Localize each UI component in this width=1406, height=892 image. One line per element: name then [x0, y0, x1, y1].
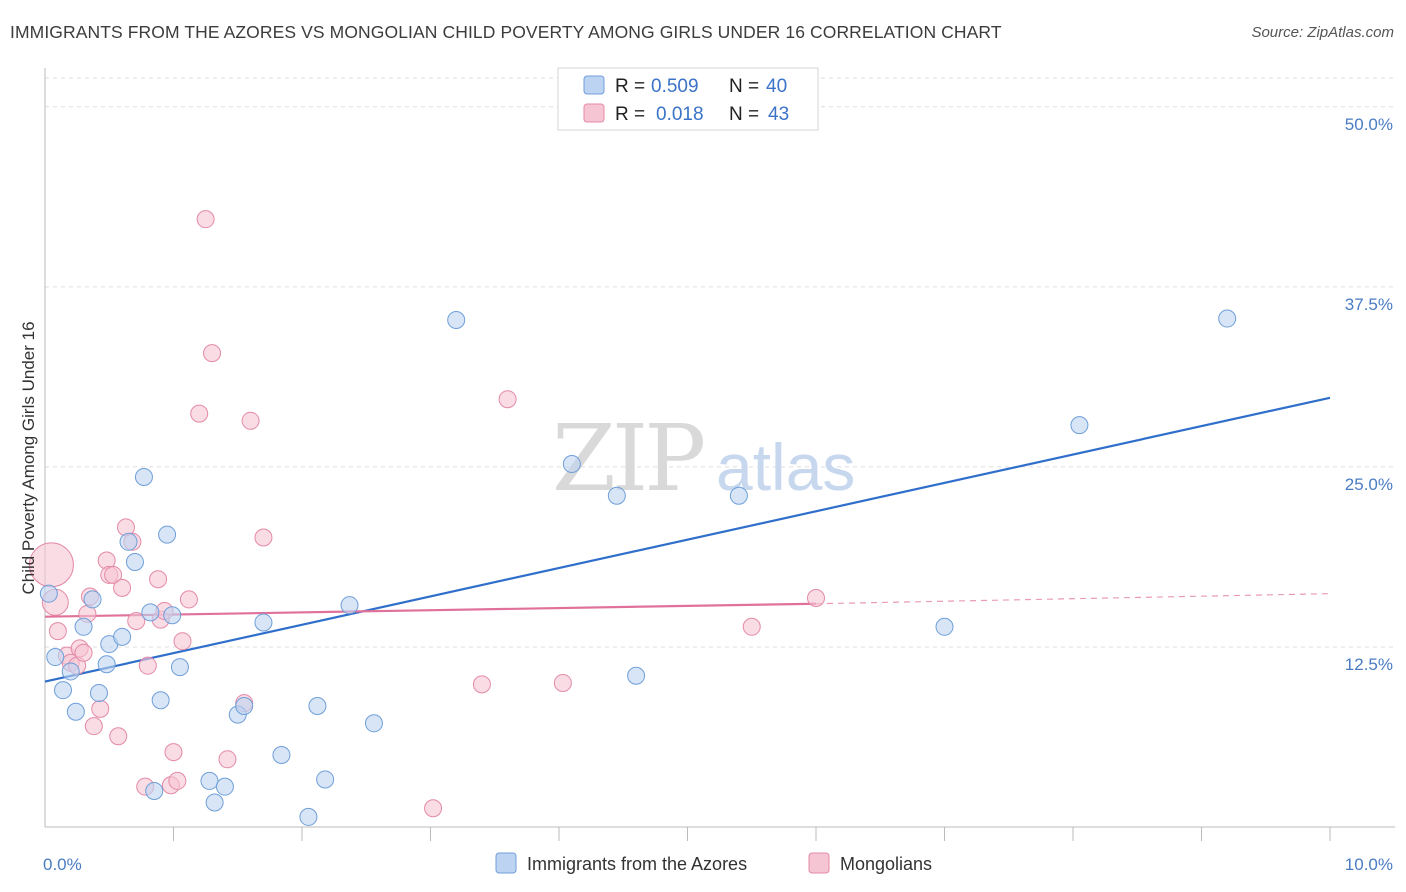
grid-lines: [45, 77, 1395, 648]
point-azores-37: [935, 617, 954, 636]
point-azores-16: [151, 691, 170, 710]
point-azores-14: [141, 603, 160, 622]
point-azores-2: [53, 681, 72, 700]
point-mongolians-14: [104, 565, 123, 584]
axes: [44, 68, 1395, 841]
point-mongolians-2: [48, 622, 67, 641]
point-azores-36: [729, 486, 748, 505]
point-mongolians-39: [498, 390, 517, 409]
point-mongolians-29: [179, 590, 198, 609]
legend-swatch-blue: [583, 75, 605, 95]
point-mongolians-33: [218, 750, 237, 769]
point-azores-3: [61, 662, 80, 681]
point-azores-13: [134, 467, 153, 486]
x-tick-label-1: 10.0%: [1345, 855, 1393, 874]
point-mongolians-41: [742, 617, 761, 636]
point-mongolians-21: [138, 656, 157, 675]
legend-swatch-pink: [583, 103, 605, 123]
point-azores-21: [205, 793, 224, 812]
point-azores-5: [74, 617, 93, 636]
point-mongolians-19: [127, 612, 146, 631]
point-azores-4: [66, 702, 85, 721]
point-azores-6: [83, 590, 102, 609]
chart-title: IMMIGRANTS FROM THE AZORES VS MONGOLIAN …: [10, 22, 1002, 42]
point-mongolians-22: [149, 570, 168, 589]
legend-r-label-2: R =: [615, 104, 645, 125]
watermark: ZIP atlas: [552, 405, 855, 512]
point-mongolians-11: [91, 699, 110, 718]
point-azores-22: [215, 777, 234, 796]
point-azores-24: [235, 697, 254, 716]
bottom-legend-swatch-pink: [808, 852, 830, 874]
x-tick-label-0: 0.0%: [43, 855, 82, 874]
point-mongolians-35: [241, 411, 260, 430]
point-azores-1: [46, 648, 65, 667]
y-axis-label: Child Poverty Among Girls Under 16: [19, 321, 38, 594]
point-azores-29: [316, 770, 335, 789]
point-mongolians-10: [84, 717, 103, 736]
source-label: Source: ZipAtlas.com: [1251, 24, 1394, 41]
point-azores-20: [200, 771, 219, 790]
y-tick-label-2: 37.5%: [1345, 295, 1393, 314]
point-mongolians-26: [164, 743, 183, 762]
point-azores-33: [562, 455, 581, 474]
bottom-legend-swatch-blue: [495, 852, 517, 874]
point-mongolians-7: [74, 643, 93, 662]
legend-n-value-1: 40: [766, 76, 787, 97]
point-azores-32: [447, 310, 466, 329]
point-azores-26: [272, 745, 291, 764]
point-azores-19: [170, 658, 189, 677]
legend-r-label-1: R =: [615, 76, 645, 97]
point-azores-34: [607, 486, 626, 505]
legend-n-label-1: N =: [729, 76, 759, 97]
point-azores-11: [119, 532, 138, 551]
trend-line-mongolians-extrapolated: [815, 593, 1331, 605]
point-azores-27: [299, 807, 318, 826]
point-azores-38: [1070, 416, 1089, 435]
series-legend: Immigrants from the Azores Mongolians: [495, 852, 932, 874]
point-azores-12: [125, 552, 144, 571]
point-azores-18: [163, 606, 182, 625]
point-mongolians-30: [190, 404, 209, 423]
bottom-legend-mongolians: Mongolians: [840, 854, 932, 874]
y-tick-label-3: 50.0%: [1345, 115, 1393, 134]
point-azores-25: [254, 613, 273, 632]
point-mongolians-16: [113, 578, 132, 597]
tick-labels: 12.5% 25.0% 37.5% 50.0% 0.0% 10.0%: [43, 115, 1393, 874]
point-mongolians-31: [196, 210, 215, 229]
y-tick-label-1: 25.0%: [1345, 475, 1393, 494]
point-azores-35: [627, 666, 646, 685]
point-mongolians-42: [807, 588, 825, 607]
point-mongolians-32: [203, 344, 222, 363]
point-mongolians-36: [254, 528, 273, 547]
bottom-legend-azores: Immigrants from the Azores: [527, 854, 747, 874]
y-tick-label-0: 12.5%: [1345, 655, 1393, 674]
point-azores-10: [113, 627, 132, 646]
point-mongolians-27: [168, 771, 187, 790]
point-mongolians-40: [553, 673, 572, 692]
correlation-legend: R = 0.509 N = 40 R = 0.018 N = 43: [557, 67, 819, 131]
legend-r-value-2: 0.018: [656, 104, 704, 125]
point-mongolians-15: [109, 727, 128, 746]
point-mongolians-38: [472, 675, 491, 694]
legend-n-label-2: N =: [729, 104, 759, 125]
point-mongolians-28: [173, 632, 192, 651]
point-azores-7: [89, 684, 108, 703]
point-azores-15: [145, 781, 164, 800]
point-azores-0: [39, 584, 58, 603]
point-mongolians-37: [424, 799, 443, 818]
trend-line-azores: [44, 396, 1331, 683]
point-azores-31: [364, 714, 383, 733]
point-azores-28: [308, 697, 327, 716]
legend-n-value-2: 43: [768, 104, 789, 125]
point-azores-17: [158, 525, 177, 544]
point-azores-30: [340, 596, 359, 615]
legend-r-value-1: 0.509: [651, 76, 699, 97]
point-azores-39: [1218, 309, 1237, 328]
point-azores-8: [97, 655, 116, 674]
scatter-points: [28, 210, 1237, 826]
